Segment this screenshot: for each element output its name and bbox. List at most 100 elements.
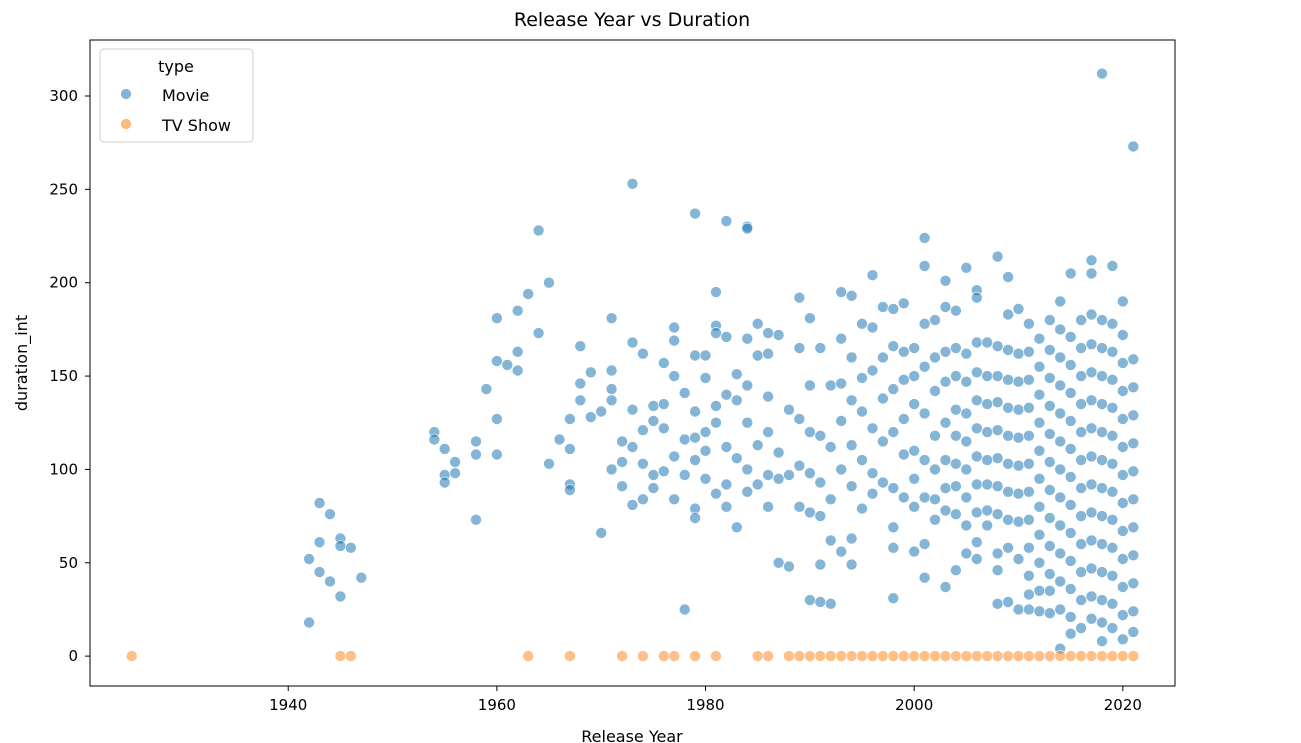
data-point [491,312,503,325]
y-axis-label: duration_int [12,315,32,411]
data-point [741,485,754,498]
data-point [1054,407,1066,420]
data-point [1106,541,1119,554]
data-point [981,370,994,382]
data-point [313,536,326,549]
data-point [449,467,461,480]
data-point [1117,385,1129,397]
data-point [313,566,326,578]
data-point [324,575,336,588]
data-point [960,435,973,448]
data-point [1085,562,1098,575]
data-point [1054,295,1066,308]
data-point [970,336,983,349]
data-point [751,478,764,491]
data-point [960,650,973,662]
data-point [1012,375,1025,388]
data-point [1127,577,1140,590]
data-point [783,650,795,662]
data-point [1117,581,1129,593]
data-point [814,510,827,522]
data-point [804,312,816,325]
data-point [564,413,576,425]
data-point [814,596,827,608]
data-point [626,403,639,416]
legend-title: type [158,57,194,76]
data-point [783,469,795,481]
data-point [1117,441,1129,453]
data-point [887,482,900,494]
data-point [929,385,941,397]
data-point [772,446,785,459]
data-point [616,480,628,493]
data-point [814,476,827,489]
data-point [991,547,1004,560]
data-point [1002,513,1014,526]
data-point [950,403,962,416]
data-point [1033,444,1046,457]
data-point [1106,485,1119,498]
data-point [835,463,848,476]
data-point [1002,457,1014,470]
data-point [929,650,941,662]
data-point [637,493,649,506]
data-point [1054,323,1066,336]
data-point [1044,568,1056,580]
data-point [1085,366,1098,379]
x-tick-label: 2020 [1104,696,1142,714]
data-point [1012,515,1025,528]
data-point [762,469,774,481]
data-point [689,650,701,662]
data-point [637,424,649,437]
data-point [991,597,1004,610]
data-point [1023,373,1035,386]
data-point [689,512,701,524]
data-point [1012,487,1025,500]
data-point [324,508,336,521]
data-point [824,597,837,610]
data-point [470,435,482,448]
data-point [741,416,754,429]
data-point [657,398,670,410]
data-point [574,377,587,390]
data-point [939,375,952,388]
data-point [1127,381,1140,394]
x-axis-label: Release Year [581,727,683,743]
data-point [1023,513,1035,526]
data-point [887,541,900,554]
data-point [1106,401,1119,414]
y-tick-label: 300 [49,87,78,105]
data-point [647,415,660,427]
data-point [1012,650,1025,662]
data-point [970,650,983,662]
data-point [595,527,608,539]
data-point [303,553,315,565]
data-point [1044,344,1056,356]
data-point [1012,431,1025,444]
data-point [856,405,868,418]
data-point [1127,353,1140,366]
data-point [1064,267,1077,280]
data-point [897,413,910,425]
y-tick-label: 50 [59,554,78,572]
data-point [1106,569,1119,582]
data-point [1023,401,1035,414]
data-point [772,329,785,341]
data-point [720,478,733,491]
data-point [532,327,545,339]
data-point [887,426,900,438]
data-point [1085,612,1098,625]
data-point [564,484,576,496]
data-point [970,422,983,435]
data-point [605,364,618,377]
legend-marker-tv-show [120,118,132,130]
data-point [1075,566,1087,578]
data-point [1096,482,1108,494]
data-point [897,297,910,310]
data-point [1054,379,1066,392]
data-point [1075,426,1087,438]
data-point [856,317,868,330]
data-point [730,368,743,381]
data-point [939,581,952,593]
data-point [918,360,931,373]
